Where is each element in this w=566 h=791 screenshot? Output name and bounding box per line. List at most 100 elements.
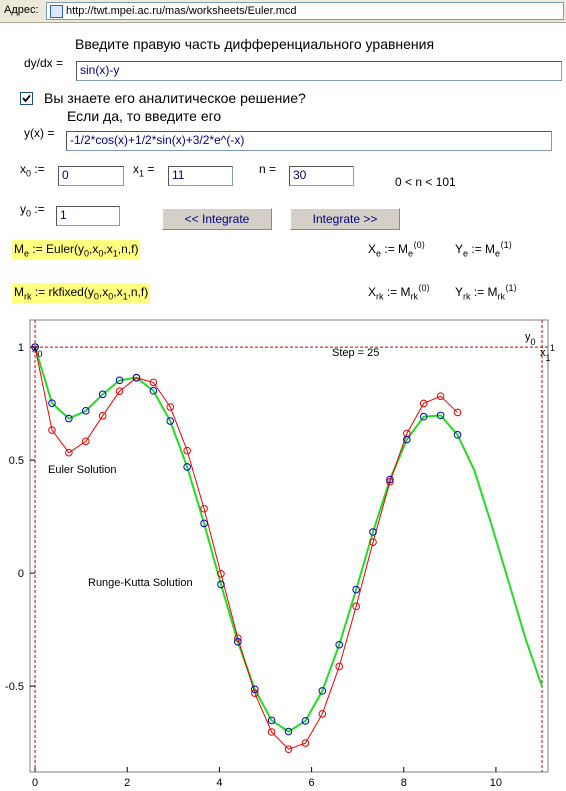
n-input[interactable]: 30 xyxy=(289,166,354,186)
marker xyxy=(81,407,90,415)
yx-input[interactable]: -1/2*cos(x)+1/2*sin(x)+3/2*e^(-x) xyxy=(66,131,552,151)
subscript: rk xyxy=(24,291,32,302)
marker xyxy=(436,392,445,400)
marker xyxy=(386,475,394,484)
formula-text: y xyxy=(20,202,26,216)
formula-text: := M xyxy=(468,242,496,256)
subscript: rk xyxy=(410,291,419,302)
x-tick-label: 2 xyxy=(124,777,130,789)
marker xyxy=(65,448,73,457)
dydx-label: dy/dx = xyxy=(24,56,64,70)
formula: Me := Euler(y0,x0,x1,n,f) xyxy=(12,240,141,261)
marker xyxy=(48,399,56,407)
marker xyxy=(98,390,107,399)
marker xyxy=(318,687,327,695)
marker xyxy=(65,414,73,423)
superscript: ⟨0⟩ xyxy=(418,283,431,293)
annotation: x11 xyxy=(540,343,555,363)
subscript: 0 xyxy=(108,291,114,302)
formula-text: Y xyxy=(455,242,464,256)
marker xyxy=(183,463,191,471)
prompt: Введите правую часть дифференциального у… xyxy=(75,36,435,52)
annotation: Step = 25 xyxy=(332,347,379,359)
marker xyxy=(301,739,310,747)
formula-text: := M xyxy=(470,285,498,299)
annotation-index: 0 xyxy=(38,349,43,359)
marker xyxy=(115,376,124,385)
subscript: 1 xyxy=(139,168,145,179)
subscript: e xyxy=(376,248,382,259)
x-tick-label: 8 xyxy=(401,777,407,789)
formula-text: ,x xyxy=(89,242,99,256)
formula-text: M xyxy=(14,242,24,256)
x-tick-label: 6 xyxy=(309,777,315,789)
plot-frame xyxy=(29,319,549,773)
address-field[interactable]: http://twt.mpei.ac.ru/mas/worksheets/Eul… xyxy=(46,2,564,20)
formula-text: Y xyxy=(455,285,464,299)
marker xyxy=(335,640,344,649)
marker xyxy=(403,435,411,444)
n-range: 0 < n < 101 xyxy=(395,175,456,189)
marker xyxy=(98,412,107,420)
y0-input[interactable]: 1 xyxy=(56,206,120,226)
marker xyxy=(250,689,259,697)
subscript: rk xyxy=(376,291,384,302)
annotation-text: Euler Solution xyxy=(48,464,117,476)
formula-text: := rkfixed(y xyxy=(31,285,94,299)
formula-text: n = xyxy=(259,162,277,176)
address-label: Адрес: xyxy=(4,4,39,16)
subscript: e xyxy=(463,248,469,259)
formula: Xrk := Mrk⟨0⟩ xyxy=(368,283,430,301)
subscript: 0 xyxy=(84,248,90,259)
x1-label: x1 = xyxy=(133,162,154,178)
annotation-text: Runge-Kutta Solution xyxy=(88,577,193,589)
y-tick-label: 1 xyxy=(18,342,24,354)
marker xyxy=(31,343,39,351)
x-tick-label: 10 xyxy=(490,777,502,789)
n-label: n = xyxy=(259,162,276,176)
y-tick-label: 0.5 xyxy=(9,455,24,467)
checkbox[interactable] xyxy=(20,92,34,106)
x0-label: x0 := xyxy=(20,162,45,178)
marker xyxy=(369,538,377,546)
yx-label: y(x) = xyxy=(24,126,55,140)
superscript: ⟨0⟩ xyxy=(413,240,426,250)
marker xyxy=(453,431,462,439)
formula-text: ,x xyxy=(113,285,123,299)
integrate-forward-button[interactable]: Integrate >> xyxy=(290,208,400,230)
marker xyxy=(453,408,462,417)
subscript: e xyxy=(408,248,414,259)
marker xyxy=(217,580,225,589)
x1-input[interactable]: 11 xyxy=(168,166,233,186)
formula-text: := xyxy=(31,202,45,216)
formula-text: := M xyxy=(383,285,411,299)
marker xyxy=(234,638,242,646)
subscript: 0 xyxy=(98,248,104,259)
subscript: e xyxy=(24,248,30,259)
dydx-input[interactable]: sin(x)-y xyxy=(76,61,562,81)
series-line xyxy=(34,347,458,750)
address-url: http://twt.mpei.ac.ru/mas/worksheets/Eul… xyxy=(66,5,297,17)
subscript: 0 xyxy=(26,208,32,219)
marker xyxy=(217,569,225,578)
marker xyxy=(386,478,394,486)
marker xyxy=(200,504,208,513)
marker xyxy=(200,519,208,528)
marker xyxy=(419,399,428,408)
annotation-index: 0 xyxy=(531,337,536,347)
superscript: ⟨1⟩ xyxy=(500,240,513,250)
formula-text: ,n,f) xyxy=(117,242,139,256)
annotation-text: x xyxy=(32,343,38,355)
address-bar: Адрес: http://twt.mpei.ac.ru/mas/workshe… xyxy=(0,0,566,23)
formula-text: x xyxy=(133,162,139,176)
integrate-back-button[interactable]: << Integrate xyxy=(162,208,272,230)
formula: Mrk := rkfixed(y0,x0,x1,n,f) xyxy=(12,283,151,304)
checkbox-label: Вы знаете его аналитическое решение? xyxy=(44,90,306,106)
marker xyxy=(267,728,276,736)
formula-text: ,x xyxy=(103,242,113,256)
formula-text: := M xyxy=(381,242,409,256)
x0-input[interactable]: 0 xyxy=(58,166,124,186)
checkmark xyxy=(22,94,31,103)
marker xyxy=(81,437,90,446)
